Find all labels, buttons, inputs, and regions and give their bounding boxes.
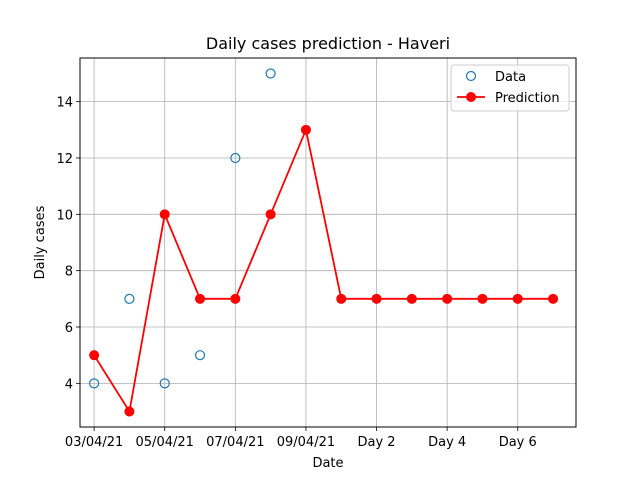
data-point (159, 378, 170, 389)
y-tick-label: 6 (65, 321, 73, 336)
prediction-point (230, 293, 241, 304)
plot-frame (79, 57, 577, 428)
series-layer (89, 68, 559, 417)
x-tick-label: 07/04/21 (206, 435, 264, 450)
y-tick-label: 8 (65, 265, 73, 280)
x-axis-label: Date (312, 456, 343, 471)
x-tick-label: 05/04/21 (136, 435, 194, 450)
legend: Data Prediction (450, 64, 570, 112)
legend-data-marker (465, 70, 477, 82)
prediction-point (336, 293, 347, 304)
prediction-point (265, 209, 276, 220)
prediction-point (159, 209, 170, 220)
prediction-point (406, 293, 417, 304)
data-point (89, 378, 100, 389)
prediction-point (195, 293, 206, 304)
plot-area (80, 58, 576, 427)
prediction-point (442, 293, 453, 304)
prediction-point (89, 350, 100, 361)
legend-prediction-marker (466, 92, 476, 102)
prediction-point (477, 293, 488, 304)
data-point (194, 350, 206, 361)
legend-data-label: Data (495, 70, 526, 85)
data-point (230, 152, 241, 164)
y-tick-label: 10 (56, 208, 73, 223)
x-tick-label: Day 6 (499, 435, 537, 450)
y-tick-label: 4 (65, 377, 73, 392)
grid (80, 58, 576, 427)
legend-prediction-label: Prediction (495, 91, 560, 106)
x-tick-label: 03/04/21 (65, 435, 123, 450)
data-point (265, 68, 276, 79)
y-tick-label: 12 (56, 152, 73, 167)
prediction-point (371, 293, 382, 304)
prediction-line (93, 128, 554, 413)
ticks: 03/04/21 05/04/21 07/04/21 09/04/21 Day 2 Day… (56, 96, 536, 450)
prediction-point (548, 293, 559, 304)
x-tick-label: Day 2 (358, 435, 396, 450)
chart-title: Daily cases prediction - Haveri (206, 34, 450, 53)
x-tick-label: 09/04/21 (277, 435, 335, 450)
y-axis-label: Daily cases (33, 205, 48, 279)
prediction-point (512, 293, 523, 304)
y-tick-label: 14 (56, 96, 73, 111)
x-tick-label: Day 4 (428, 435, 466, 450)
data-point (124, 293, 135, 304)
legend-frame (450, 64, 570, 112)
prediction-point (124, 406, 135, 417)
prediction-point (300, 124, 311, 135)
